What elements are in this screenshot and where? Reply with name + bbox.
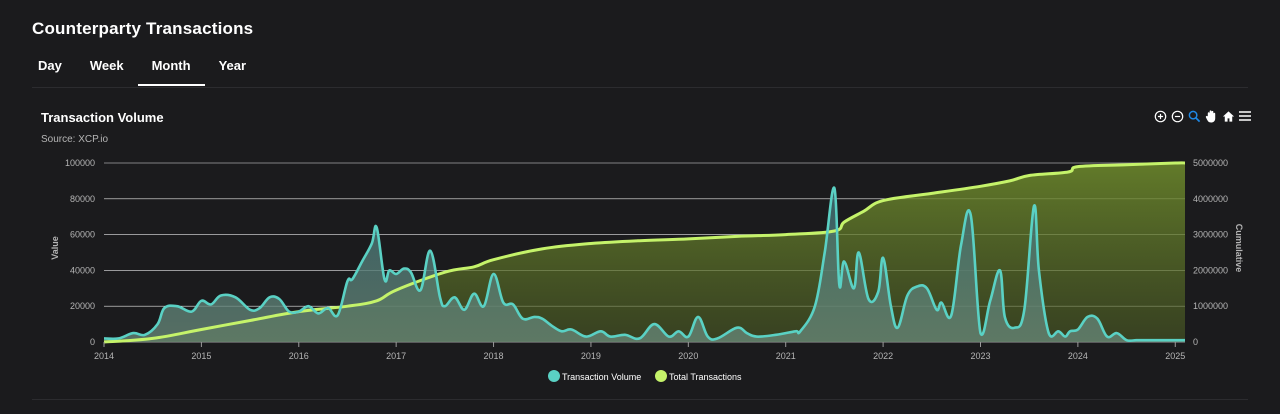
total-transactions-line [103,161,1186,344]
x-tick-label: 2022 [873,351,893,361]
legend-label-total-transactions: Total Transactions [669,372,742,382]
legend: Transaction Volume Total Transactions [548,370,742,382]
chart-subtitle: Source: XCP.io [41,134,109,145]
reset-home-icon[interactable] [1221,108,1235,124]
menu-icon[interactable] [1238,108,1252,124]
x-tick-label: 2017 [386,351,406,361]
tab-week[interactable]: Week [89,58,124,73]
y-axis-label: Value [50,236,60,260]
chart-toolbar [1153,108,1252,124]
y-tick-label: 40000 [70,265,95,275]
selection-zoom-icon[interactable] [1187,108,1201,124]
legend-label-transaction-volume: Transaction Volume [562,372,641,382]
y2-tick-label: 1000000 [1193,301,1228,311]
divider [32,87,1248,88]
y2-tick-label: 4000000 [1193,194,1228,204]
transaction-volume-line [103,186,1185,343]
x-tick-label: 2023 [970,351,990,361]
y-tick-label: 60000 [70,230,95,240]
zoom-out-icon[interactable] [1170,108,1184,124]
y2-tick-label: 0 [1193,337,1198,347]
x-tick-label: 2024 [1068,351,1088,361]
y2-tick-label: 5000000 [1193,158,1228,168]
tab-month[interactable]: Month [137,56,205,86]
tab-day[interactable]: Day [38,58,62,73]
y2-tick-label: 2000000 [1193,265,1228,275]
y-tick-label: 100000 [65,158,95,168]
y2-tick-label: 3000000 [1193,230,1228,240]
x-tick-label: 2015 [191,351,211,361]
page-title: Counterparty Transactions [32,19,254,38]
legend-item-transaction-volume[interactable]: Transaction Volume [548,370,641,382]
x-tick-label: 2020 [678,351,698,361]
y-tick-label: 0 [90,337,95,347]
period-tabs: Day Week Month Year [24,56,260,86]
x-tick-label: 2025 [1165,351,1185,361]
transaction-volume-chart: 0200004000060000800001000000100000020000… [50,158,1244,382]
divider-bottom [32,399,1248,400]
chart-title: Transaction Volume [41,110,164,125]
legend-item-total-transactions[interactable]: Total Transactions [655,370,742,382]
y-tick-label: 20000 [70,301,95,311]
tab-year[interactable]: Year [218,58,247,73]
y2-axis-label: Cumulative [1234,224,1244,273]
y-tick-label: 80000 [70,194,95,204]
x-tick-label: 2019 [581,351,601,361]
pan-hand-icon[interactable] [1204,108,1218,124]
zoom-in-icon[interactable] [1153,108,1167,124]
transaction-volume-area [104,187,1185,342]
x-tick-label: 2021 [776,351,796,361]
x-tick-label: 2018 [484,351,504,361]
x-tick-label: 2014 [94,351,114,361]
x-tick-label: 2016 [289,351,309,361]
